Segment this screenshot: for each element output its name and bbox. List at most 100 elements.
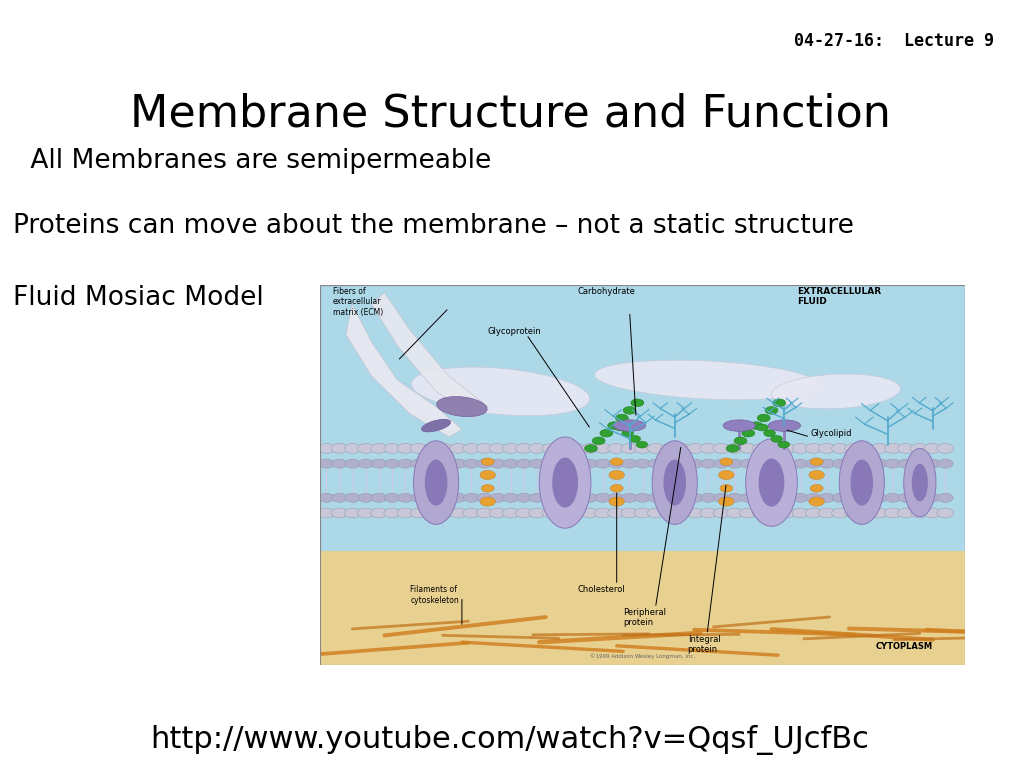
Circle shape (830, 508, 848, 518)
Text: Cholesterol: Cholesterol (578, 585, 625, 594)
Circle shape (554, 444, 572, 454)
Ellipse shape (722, 420, 755, 431)
Circle shape (476, 493, 492, 503)
Circle shape (621, 508, 637, 518)
Circle shape (582, 459, 597, 468)
Circle shape (569, 459, 584, 468)
Circle shape (331, 459, 347, 468)
Circle shape (502, 444, 519, 454)
Circle shape (660, 444, 677, 454)
Circle shape (607, 459, 624, 468)
Circle shape (779, 444, 795, 454)
Circle shape (608, 470, 624, 480)
Circle shape (449, 444, 466, 454)
Circle shape (489, 508, 505, 518)
Circle shape (845, 459, 860, 468)
Circle shape (660, 493, 676, 503)
Circle shape (740, 459, 755, 468)
Circle shape (568, 444, 585, 454)
Circle shape (718, 497, 734, 506)
Polygon shape (345, 304, 462, 437)
Circle shape (568, 508, 585, 518)
Circle shape (753, 493, 768, 503)
Circle shape (763, 430, 774, 437)
Ellipse shape (758, 458, 784, 506)
Circle shape (437, 459, 452, 468)
Circle shape (726, 444, 739, 452)
Circle shape (410, 508, 427, 518)
Circle shape (489, 459, 504, 468)
Circle shape (845, 493, 860, 503)
Circle shape (647, 508, 663, 518)
Circle shape (463, 459, 479, 468)
Circle shape (844, 444, 861, 454)
Circle shape (765, 459, 782, 468)
Circle shape (383, 508, 400, 518)
Circle shape (450, 493, 466, 503)
Circle shape (515, 444, 532, 454)
Circle shape (555, 459, 571, 468)
Ellipse shape (539, 437, 590, 528)
Circle shape (370, 444, 387, 454)
Circle shape (450, 459, 466, 468)
Circle shape (883, 508, 900, 518)
Circle shape (700, 459, 715, 468)
Circle shape (647, 444, 663, 454)
Circle shape (884, 459, 900, 468)
Circle shape (609, 484, 623, 492)
Circle shape (463, 508, 479, 518)
Circle shape (752, 508, 768, 518)
Circle shape (792, 444, 808, 454)
Circle shape (621, 493, 637, 503)
Circle shape (752, 444, 768, 454)
Circle shape (581, 508, 597, 518)
Circle shape (936, 459, 952, 468)
Circle shape (423, 508, 440, 518)
Circle shape (687, 493, 702, 503)
Text: Filaments of
cytoskeleton: Filaments of cytoskeleton (410, 585, 459, 604)
Text: Integral
protein: Integral protein (687, 635, 719, 654)
Ellipse shape (903, 448, 935, 517)
Circle shape (727, 459, 742, 468)
Circle shape (923, 444, 940, 454)
Circle shape (923, 459, 940, 468)
Circle shape (777, 441, 789, 448)
Circle shape (718, 470, 734, 480)
Circle shape (463, 444, 479, 454)
Circle shape (436, 508, 452, 518)
Ellipse shape (424, 460, 447, 506)
Circle shape (858, 493, 873, 503)
Circle shape (779, 493, 795, 503)
Circle shape (636, 441, 647, 448)
Circle shape (476, 508, 492, 518)
Circle shape (516, 493, 531, 503)
Ellipse shape (839, 441, 883, 524)
Circle shape (686, 508, 703, 518)
Circle shape (396, 444, 414, 454)
Circle shape (712, 508, 730, 518)
Circle shape (629, 435, 640, 442)
Circle shape (371, 459, 386, 468)
Circle shape (870, 508, 888, 518)
Text: Glycolipid: Glycolipid (809, 428, 851, 438)
Circle shape (344, 493, 360, 503)
Circle shape (884, 493, 900, 503)
Circle shape (740, 493, 755, 503)
Circle shape (411, 459, 426, 468)
Circle shape (726, 444, 742, 454)
Circle shape (897, 444, 913, 454)
Text: All Membranes are semipermeable: All Membranes are semipermeable (22, 148, 491, 174)
Circle shape (595, 493, 610, 503)
Circle shape (871, 493, 887, 503)
Circle shape (476, 459, 492, 468)
Circle shape (607, 493, 624, 503)
Circle shape (607, 444, 624, 454)
Circle shape (818, 493, 834, 503)
Circle shape (581, 444, 597, 454)
Circle shape (489, 493, 504, 503)
Ellipse shape (594, 360, 818, 400)
Circle shape (331, 493, 347, 503)
Circle shape (599, 429, 612, 437)
Text: Glycoprotein: Glycoprotein (487, 327, 541, 336)
Text: CYTOPLASM: CYTOPLASM (874, 642, 931, 651)
